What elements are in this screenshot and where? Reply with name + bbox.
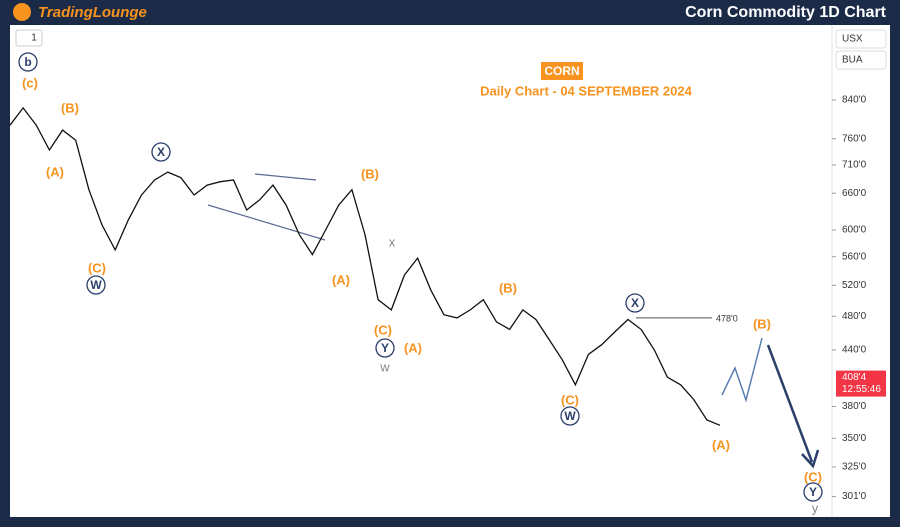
interval-box[interactable] <box>15 29 43 47</box>
brand: TradingLounge <box>38 4 147 21</box>
chart-title: CORN <box>544 64 579 78</box>
wave-label: (c) <box>22 75 38 90</box>
wave-label: w <box>379 359 390 374</box>
currency[interactable]: USX <box>842 34 863 45</box>
wave-label: (B) <box>61 100 79 115</box>
y-tick-label: 325'0 <box>842 462 867 473</box>
y-tick-label: 440'0 <box>842 345 867 356</box>
exchange-box[interactable] <box>835 50 887 70</box>
arrow-head <box>801 449 820 469</box>
price-line <box>9 106 721 426</box>
y-tick-label: 301'0 <box>842 491 867 502</box>
header-title: Corn Commodity 1D Chart <box>685 4 887 21</box>
price-label: 408'4 <box>842 372 867 383</box>
projection <box>721 337 763 403</box>
y-tick-label: 760'0 <box>842 133 867 144</box>
currency-box[interactable] <box>835 29 887 49</box>
wave-circle <box>625 293 645 313</box>
trendline <box>207 204 326 241</box>
wave-label: (A) <box>404 340 422 355</box>
y-tick-label: 600'0 <box>842 225 867 236</box>
wave-circle <box>560 406 580 426</box>
wave-label: (C) <box>374 322 392 337</box>
wave-circle <box>803 482 823 502</box>
interval[interactable]: 1 <box>31 33 37 44</box>
wave-label: (C) <box>561 392 579 407</box>
projection-arrow <box>766 344 814 463</box>
y-tick-label: 560'0 <box>842 251 867 262</box>
plot-area <box>10 25 890 517</box>
wave-label: X <box>157 145 165 159</box>
wave-label: W <box>90 278 102 292</box>
wave-label: Y <box>381 341 389 355</box>
y-tick-label: 380'0 <box>842 401 867 412</box>
wave-label: x <box>389 234 396 249</box>
wave-label: (C) <box>88 260 106 275</box>
level-label: 478'0 <box>716 313 738 323</box>
exchange[interactable]: BUA <box>842 55 863 66</box>
wave-label: (A) <box>46 164 64 179</box>
title-box <box>541 62 583 80</box>
y-tick-label: 710'0 <box>842 160 867 171</box>
countdown: 12:55:46 <box>842 384 881 395</box>
wave-label: Y <box>809 485 817 499</box>
wave-label: (A) <box>332 272 350 287</box>
y-tick-label: 350'0 <box>842 433 867 444</box>
wave-label: b <box>24 55 31 69</box>
wave-label: X <box>631 296 639 310</box>
y-tick-label: 520'0 <box>842 280 867 291</box>
y-tick-label: 480'0 <box>842 311 867 322</box>
chart-subtitle: Daily Chart - 04 SEPTEMBER 2024 <box>480 83 692 98</box>
wave-circle <box>375 338 395 358</box>
wave-label: (B) <box>361 166 379 181</box>
wave-circle <box>86 275 106 295</box>
wave-circle <box>151 142 171 162</box>
wave-label: (B) <box>753 316 771 331</box>
wave-circle <box>18 52 38 72</box>
price-badge <box>836 370 886 397</box>
y-tick-label: 660'0 <box>842 188 867 199</box>
logo-icon <box>13 3 31 21</box>
trendline <box>254 173 317 181</box>
wave-label: y <box>812 500 819 515</box>
wave-label: (B) <box>499 280 517 295</box>
wave-label: (C) <box>804 469 822 484</box>
wave-label: (A) <box>712 437 730 452</box>
y-tick-label: 840'0 <box>842 95 867 106</box>
wave-label: W <box>564 409 576 423</box>
